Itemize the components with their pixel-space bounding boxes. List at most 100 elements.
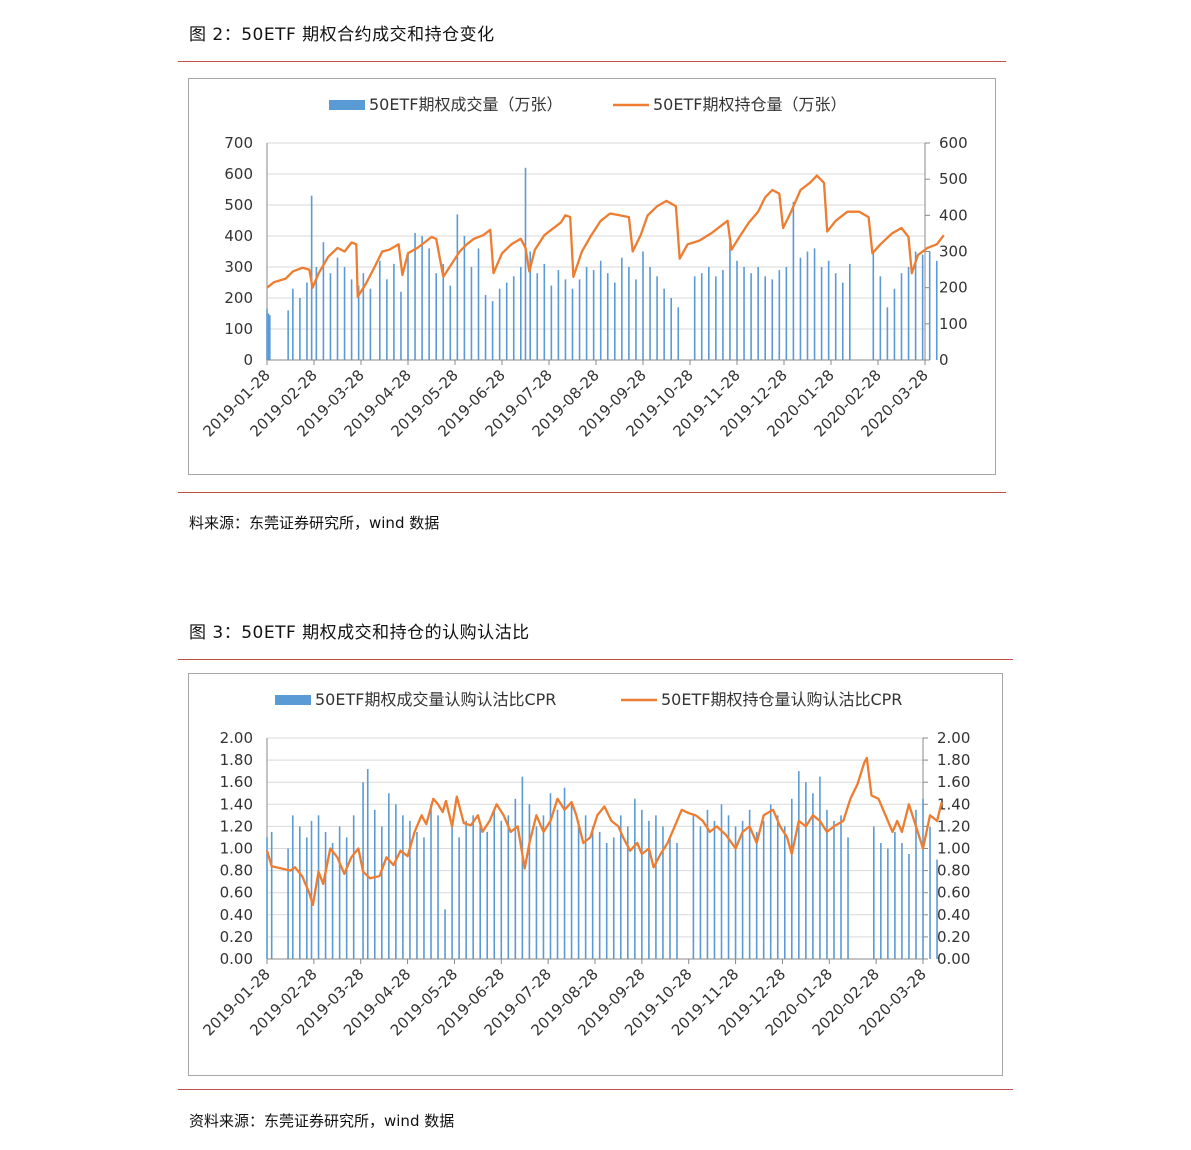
bar bbox=[484, 294, 487, 360]
bar bbox=[743, 267, 745, 360]
bar bbox=[336, 257, 339, 360]
y-right-tick-label: 1.80 bbox=[937, 751, 970, 769]
bar bbox=[542, 815, 545, 959]
bar bbox=[409, 820, 411, 959]
bar bbox=[893, 288, 896, 360]
bar bbox=[442, 263, 445, 360]
bar bbox=[310, 820, 313, 959]
bar bbox=[331, 842, 334, 959]
bar bbox=[444, 909, 446, 959]
bar bbox=[571, 288, 574, 360]
bar bbox=[287, 848, 289, 959]
legend-label: 50ETF期权成交量认购认沽比CPR bbox=[315, 690, 556, 709]
bar bbox=[841, 282, 844, 360]
bar bbox=[393, 263, 395, 360]
bar bbox=[612, 837, 615, 959]
bar bbox=[692, 815, 695, 959]
bar bbox=[936, 859, 938, 959]
bar bbox=[585, 267, 588, 360]
bar bbox=[621, 257, 623, 360]
bar bbox=[451, 826, 453, 959]
y-right-tick-label: 0.60 bbox=[937, 884, 970, 902]
y-left-tick-label: 100 bbox=[224, 320, 253, 338]
y-left-tick-label: 0.40 bbox=[220, 906, 253, 924]
bar bbox=[669, 837, 671, 959]
bar bbox=[628, 267, 630, 360]
bar bbox=[299, 826, 301, 959]
y-left-tick-label: 400 bbox=[224, 227, 253, 245]
bar bbox=[762, 820, 765, 959]
y-left-tick-label: 0 bbox=[243, 351, 253, 369]
bar bbox=[343, 267, 346, 360]
bar bbox=[458, 837, 460, 959]
bar bbox=[776, 815, 779, 959]
bar bbox=[491, 301, 494, 360]
bar bbox=[564, 279, 567, 360]
bar bbox=[785, 267, 788, 360]
bar bbox=[922, 798, 924, 959]
legend-label: 50ETF期权持仓量认购认沽比CPR bbox=[661, 690, 902, 709]
bar bbox=[456, 214, 459, 360]
bar bbox=[267, 313, 270, 360]
bar bbox=[428, 248, 430, 360]
bar bbox=[641, 809, 643, 959]
bar bbox=[528, 804, 531, 959]
bar bbox=[498, 288, 501, 360]
bar bbox=[819, 776, 821, 959]
bar bbox=[584, 815, 587, 959]
bar bbox=[373, 809, 376, 959]
y-left-tick-label: 300 bbox=[224, 258, 253, 276]
y-right-tick-label: 0 bbox=[939, 351, 949, 369]
bar bbox=[549, 793, 552, 959]
bar bbox=[833, 820, 835, 959]
bar bbox=[550, 285, 553, 360]
bar bbox=[345, 837, 348, 959]
bar bbox=[322, 242, 325, 360]
bar bbox=[352, 815, 355, 959]
bar bbox=[729, 242, 731, 360]
bar bbox=[720, 804, 723, 959]
bar bbox=[907, 267, 910, 360]
bar bbox=[524, 167, 527, 360]
bar bbox=[627, 826, 629, 959]
bar bbox=[472, 815, 474, 959]
y-left-tick-label: 1.60 bbox=[220, 773, 253, 791]
bar bbox=[741, 820, 744, 959]
y-right-tick-label: 1.20 bbox=[937, 817, 970, 835]
bar bbox=[493, 809, 496, 959]
y-right-tick-label: 500 bbox=[939, 170, 968, 188]
bar bbox=[591, 826, 594, 959]
bar bbox=[463, 236, 466, 360]
bar bbox=[362, 273, 365, 360]
series-line bbox=[265, 756, 943, 907]
bar bbox=[315, 267, 318, 360]
bar bbox=[764, 276, 766, 360]
bar bbox=[887, 848, 889, 959]
y-right-tick-label: 400 bbox=[939, 206, 968, 224]
bar bbox=[291, 815, 294, 959]
bar bbox=[388, 793, 390, 959]
bar bbox=[435, 273, 437, 360]
bar bbox=[270, 831, 273, 959]
bar bbox=[598, 831, 601, 959]
bar bbox=[649, 267, 651, 360]
bar bbox=[693, 276, 696, 360]
bar bbox=[570, 804, 573, 959]
bar bbox=[799, 257, 802, 360]
source-note: 料来源：东莞证券研究所，wind 数据 bbox=[189, 514, 440, 532]
bar bbox=[915, 809, 917, 959]
bar bbox=[269, 315, 271, 360]
bar bbox=[677, 307, 680, 360]
bar bbox=[662, 826, 664, 959]
bar bbox=[414, 232, 416, 360]
bar bbox=[266, 308, 268, 360]
bar bbox=[670, 298, 672, 360]
bar bbox=[900, 273, 903, 360]
bar bbox=[655, 815, 657, 959]
bar bbox=[783, 826, 786, 959]
bar bbox=[929, 826, 931, 959]
chart-frame: 0 100 200 300 400 500 600 700 0 100 200 300 400 500 60… bbox=[188, 78, 996, 475]
y-left-tick-label: 0.00 bbox=[220, 950, 253, 968]
figure-title: 图 2：50ETF 期权合约成交和持仓变化 bbox=[189, 25, 495, 45]
bar bbox=[605, 842, 608, 959]
